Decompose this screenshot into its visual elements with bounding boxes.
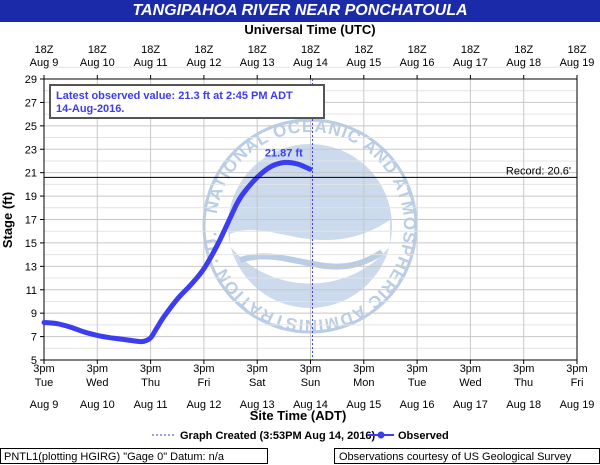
utc-date-label: Aug 10 (80, 57, 115, 69)
utc-date-label: Aug 12 (186, 57, 221, 69)
latest-value-line2: 14-Aug-2016. (56, 103, 124, 115)
peak-value-label: 21.87 ft (265, 147, 303, 159)
site-date-label: Aug 12 (186, 399, 221, 411)
chart-annotations: Record: 20.6' 21.87 ft Latest observed val… (44, 79, 577, 360)
y-tick-label: 15 (25, 238, 37, 250)
site-time-label: 3pm (33, 363, 54, 375)
site-date-label: Aug 16 (400, 399, 435, 411)
y-tick-label: 17 (25, 215, 37, 227)
y-tick-label: 13 (25, 261, 37, 273)
utc-time-label: 18Z (248, 44, 267, 56)
y-tick-label: 9 (31, 308, 37, 320)
utc-time-label: 18Z (408, 44, 427, 56)
record-label: Record: 20.6' (506, 165, 571, 177)
site-date-label: Aug 13 (240, 399, 275, 411)
site-date-label: Aug 11 (134, 399, 168, 411)
y-axis-title: Stage (ft) (0, 192, 15, 248)
utc-date-label: Aug 17 (453, 57, 488, 69)
y-tick-label: 7 (31, 332, 37, 344)
site-dow-label: Tue (35, 377, 54, 389)
y-tick-label: 23 (25, 144, 37, 156)
chart-title: TANGIPAHOA RIVER NEAR PONCHATOULA (0, 0, 600, 22)
utc-time-label: 18Z (568, 44, 587, 56)
y-tick-label: 27 (25, 97, 37, 109)
y-tick-label: 19 (25, 191, 37, 203)
chart-legend: Graph Created (3:53PM Aug 14, 2016) Obser… (152, 430, 449, 442)
utc-time-label: 18Z (514, 44, 533, 56)
utc-time-label: 18Z (461, 44, 480, 56)
gage-datum-note: PNTL1(plotting HGIRG) "Gage 0" Datum: n/… (0, 448, 268, 464)
site-dow-label: Fri (197, 377, 210, 389)
x-axis-title: Site Time (ADT) (250, 408, 347, 423)
site-dow-label: Mon (353, 377, 374, 389)
site-time-label: 3pm (460, 363, 481, 375)
site-time-label: 3pm (300, 363, 321, 375)
site-dow-label: Sat (249, 377, 266, 389)
utc-time-label: 18Z (301, 44, 320, 56)
site-time-label: 3pm (566, 363, 587, 375)
plot-grid (43, 66, 578, 361)
observed-series (41, 159, 313, 345)
site-date-label: Aug 18 (506, 399, 541, 411)
site-date-label: Aug 15 (346, 399, 381, 411)
site-time-label: 3pm (193, 363, 214, 375)
y-tick-label: 25 (25, 121, 37, 133)
utc-time-label: 18Z (194, 44, 213, 56)
site-time-label: 3pm (246, 363, 267, 375)
legend-graph-created-label: Graph Created (3:53PM Aug 14, 2016) (180, 430, 376, 442)
site-date-label: Aug 19 (560, 399, 595, 411)
top-axis-title: Universal Time (UTC) (244, 22, 375, 37)
site-time-label: 3pm (406, 363, 427, 375)
site-dow-label: Fri (571, 377, 584, 389)
site-dow-label: Thu (141, 377, 160, 389)
hydrograph-chart: NATIONAL OCEANIC AND ATMOSPHERIC ADMINIS… (0, 22, 594, 442)
site-dow-label: Wed (86, 377, 108, 389)
site-time-label: 3pm (353, 363, 374, 375)
utc-date-label: Aug 18 (506, 57, 541, 69)
chart-axes: Universal Time (UTC) Site Time (ADT) Stage… (0, 22, 594, 423)
utc-date-label: Aug 15 (346, 57, 381, 69)
legend-observed-label: Observed (398, 430, 449, 442)
utc-date-label: Aug 13 (240, 57, 275, 69)
utc-date-label: Aug 9 (30, 57, 59, 69)
site-date-label: Aug 17 (453, 399, 488, 411)
site-dow-label: Wed (459, 377, 481, 389)
y-tick-label: 29 (25, 74, 37, 86)
utc-date-label: Aug 11 (134, 57, 168, 69)
utc-date-label: Aug 16 (400, 57, 435, 69)
site-date-label: Aug 10 (80, 399, 115, 411)
y-tick-label: 5 (31, 355, 37, 367)
legend-observed-marker (377, 431, 385, 439)
utc-time-label: 18Z (141, 44, 160, 56)
site-time-label: 3pm (87, 363, 108, 375)
site-date-label: Aug 14 (293, 399, 328, 411)
utc-time-label: 18Z (354, 44, 373, 56)
site-time-label: 3pm (513, 363, 534, 375)
y-tick-label: 21 (25, 168, 37, 180)
observations-credit: Observations courtesy of US Geological S… (334, 448, 600, 464)
latest-value-box (49, 84, 325, 119)
utc-time-label: 18Z (88, 44, 107, 56)
site-dow-label: Sun (301, 377, 321, 389)
y-tick-label: 11 (26, 285, 37, 297)
observed-line (41, 159, 313, 345)
site-time-label: 3pm (140, 363, 161, 375)
utc-date-label: Aug 19 (560, 57, 595, 69)
utc-time-label: 18Z (35, 44, 54, 56)
site-dow-label: Thu (514, 377, 533, 389)
utc-date-label: Aug 14 (293, 57, 328, 69)
site-dow-label: Tue (408, 377, 427, 389)
latest-value-line1: Latest observed value: 21.3 ft at 2:45 P… (56, 90, 293, 102)
site-date-label: Aug 9 (30, 399, 59, 411)
